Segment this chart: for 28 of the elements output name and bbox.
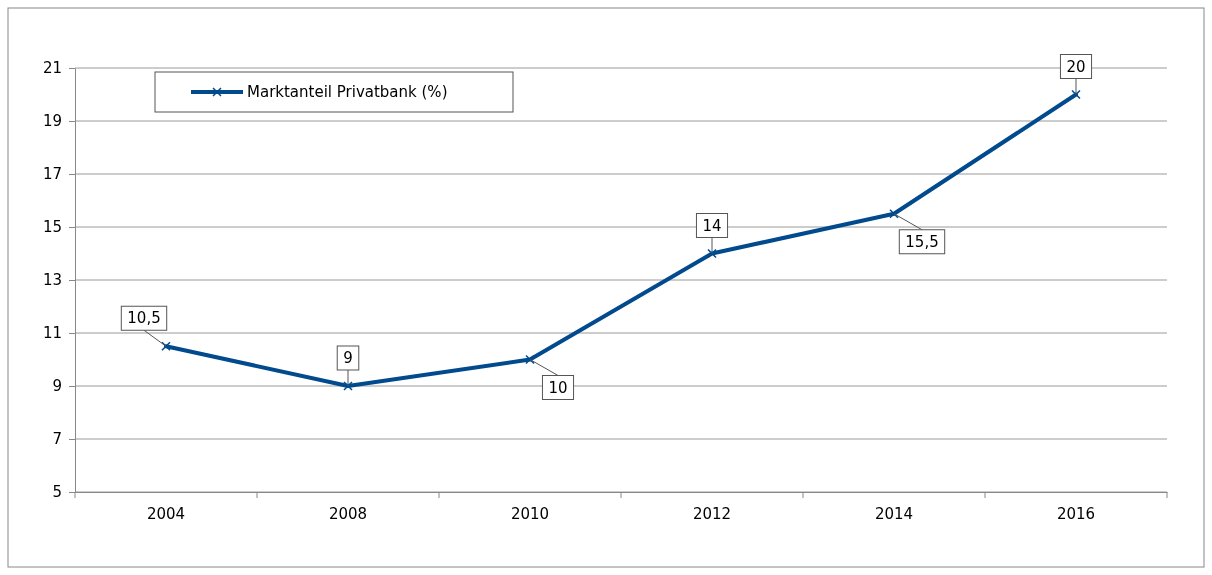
y-tick-label: 7: [52, 430, 62, 449]
point: [525, 354, 535, 365]
data-label: 10,5: [127, 309, 161, 328]
data-label: 10: [548, 378, 568, 397]
x-tick-label: 2010: [510, 505, 550, 523]
x-tick-label: 2004: [146, 505, 186, 523]
y-tick-label: 17: [42, 165, 62, 184]
data-label: 14: [702, 216, 722, 235]
y-tick-label: 13: [42, 271, 62, 290]
data-label: 20: [1066, 57, 1086, 76]
x-tick-label: 2014: [874, 505, 914, 523]
y-tick-label: 15: [42, 218, 62, 237]
point: [1071, 89, 1081, 100]
point: [889, 209, 899, 219]
point: [343, 381, 353, 391]
y-tick-label: 11: [42, 324, 62, 343]
x-tick-label: 2012: [692, 505, 732, 523]
y-tick-label: 9: [52, 377, 62, 396]
y-tick-label: 19: [42, 112, 62, 131]
legend-label: Marktanteil Privatbank (%): [247, 83, 448, 101]
data-label: 15,5: [905, 232, 939, 251]
y-tick-label: 5: [52, 483, 62, 502]
x-tick-label: 2008: [328, 505, 368, 523]
data-label: 9: [343, 349, 353, 367]
point: [161, 341, 171, 351]
x-tick-label: 2016: [1056, 505, 1096, 523]
point: [707, 248, 717, 259]
y-tick-label: 21: [42, 59, 62, 78]
